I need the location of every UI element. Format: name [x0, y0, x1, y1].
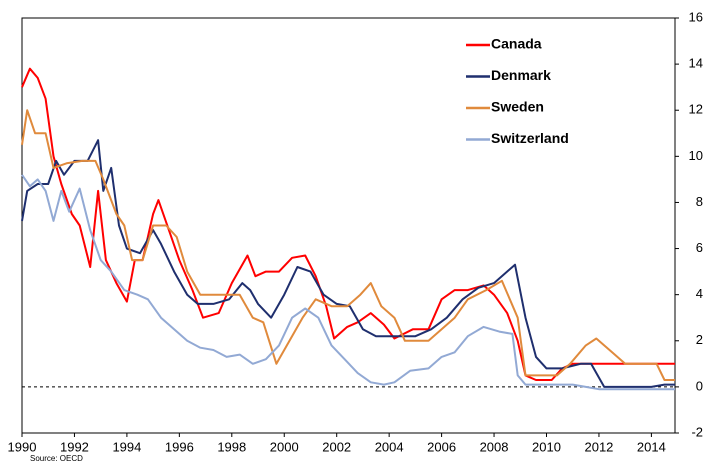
series-line: [21, 139, 675, 388]
y-tick-label: 8: [696, 194, 703, 209]
x-tick-label: 2004: [375, 439, 404, 454]
y-tick-label: 0: [696, 378, 703, 393]
y-tick-label: 10: [689, 148, 703, 163]
y-tick-label: 14: [689, 56, 703, 71]
legend-label: Denmark: [491, 67, 551, 83]
series-line: [21, 109, 675, 381]
x-tick-label: 1990: [8, 439, 37, 454]
x-tick-label: 2000: [270, 439, 299, 454]
y-tick-label: 4: [696, 286, 703, 301]
y-tick-label: 6: [696, 240, 703, 255]
y-tick-label: 2: [696, 332, 703, 347]
plot-frame: [21, 17, 676, 434]
y-tick-label: 16: [689, 9, 703, 24]
legend-label: Switzerland: [491, 130, 569, 146]
source-note: Source: OECD: [30, 454, 83, 463]
x-tick-label: 2008: [480, 439, 509, 454]
x-tick-label: 2014: [637, 439, 666, 454]
x-tick-label: 2010: [532, 439, 561, 454]
x-tick-label: 1996: [165, 439, 194, 454]
legend-label: Sweden: [491, 99, 544, 115]
series-line: [21, 174, 675, 391]
x-tick-label: 2012: [584, 439, 613, 454]
x-tick-label: 1994: [112, 439, 141, 454]
x-tick-label: 1992: [60, 439, 89, 454]
y-tick-label: 12: [689, 102, 703, 117]
x-tick-label: 2002: [322, 439, 351, 454]
x-tick-label: 2006: [427, 439, 456, 454]
x-tick-label: 1998: [217, 439, 246, 454]
y-tick-label: -2: [691, 424, 703, 439]
legend-label: Canada: [491, 36, 542, 52]
series-line: [21, 67, 675, 381]
